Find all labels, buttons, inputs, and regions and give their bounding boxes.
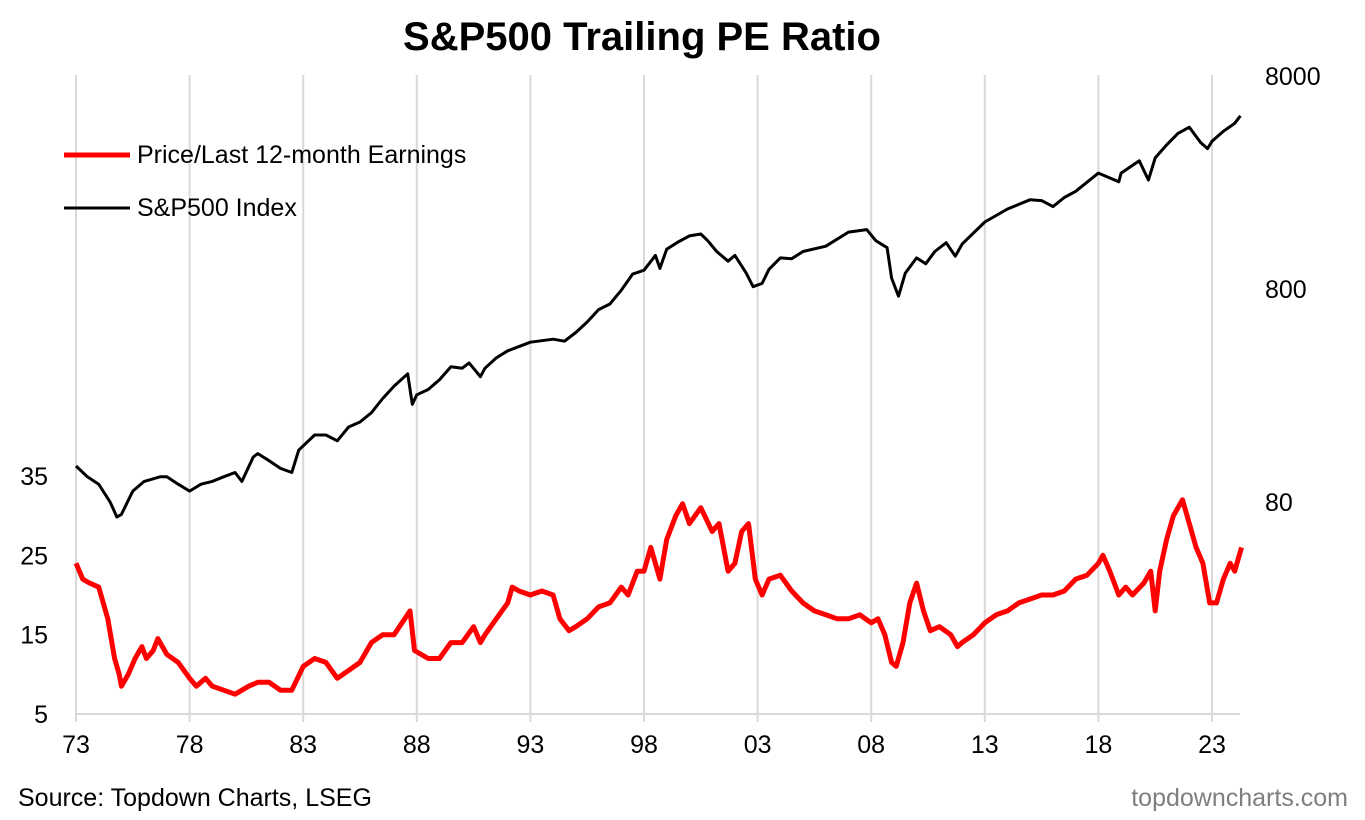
sp500-index-line: [74, 114, 1242, 519]
right-axis-labels: 80 800 8000: [1265, 63, 1321, 517]
source-note: Source: Topdown Charts, LSEG: [18, 784, 372, 812]
legend-label-index: S&P500 Index: [137, 194, 297, 222]
left-tick-label: 15: [20, 622, 48, 650]
chart-title: S&P500 Trailing PE Ratio: [403, 15, 881, 59]
pe-ratio-line: [73, 497, 1244, 697]
x-tick-label: 23: [1198, 731, 1226, 759]
series-lines: [73, 114, 1244, 697]
right-tick-label: 80: [1265, 489, 1293, 517]
x-tick-label: 83: [289, 731, 317, 759]
left-tick-label: 35: [20, 463, 48, 491]
left-axis-labels: 5 15 25 35: [20, 463, 48, 729]
watermark: topdowncharts.com: [1131, 784, 1348, 812]
x-tick-label: 03: [744, 731, 772, 759]
x-tick-label: 88: [403, 731, 431, 759]
right-tick-label: 800: [1265, 276, 1307, 304]
x-tick-label: 98: [630, 731, 658, 759]
left-tick-label: 25: [20, 542, 48, 570]
x-tick-label: 73: [62, 731, 90, 759]
left-tick-label: 5: [34, 701, 48, 729]
legend: Price/Last 12-month Earnings S&P500 Inde…: [64, 141, 466, 222]
x-tick-label: 78: [176, 731, 204, 759]
x-tick-label: 13: [971, 731, 999, 759]
legend-label-pe: Price/Last 12-month Earnings: [137, 141, 466, 169]
right-tick-label: 8000: [1265, 63, 1321, 91]
x-tick-label: 93: [516, 731, 544, 759]
x-tick-labels: 73 78 83 88 93 98 03 08 13 18 23: [62, 731, 1226, 759]
x-tick-label: 08: [857, 731, 885, 759]
x-tick-label: 18: [1084, 731, 1112, 759]
gridlines: [75, 75, 1213, 722]
